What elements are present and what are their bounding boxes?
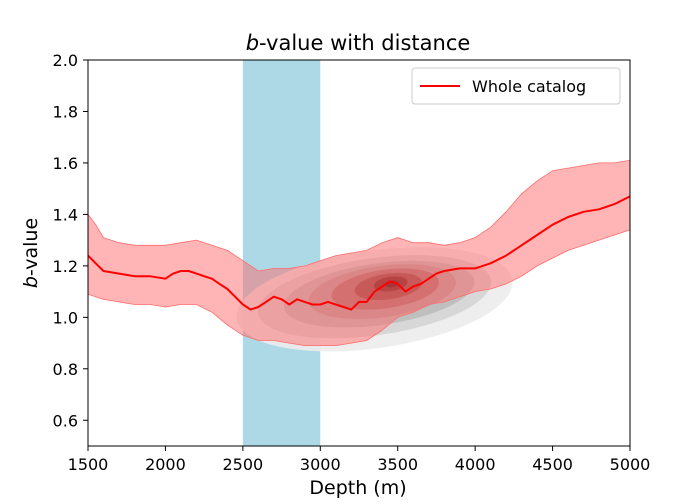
legend-label-whole-catalog: Whole catalog (472, 77, 586, 96)
y-tick-label: 1.0 (53, 308, 78, 327)
x-tick-label: 5000 (610, 455, 651, 474)
x-tick-label: 2500 (222, 455, 263, 474)
x-tick-label: 3500 (377, 455, 418, 474)
legend: Whole catalog (411, 67, 621, 105)
series-line-1 (87, 195, 631, 311)
x-tick-label: 1500 (68, 455, 109, 474)
x-axis-label: Depth (m) (309, 477, 406, 499)
y-tick-label: 0.8 (53, 360, 78, 379)
y-tick-label: 0.6 (53, 411, 78, 430)
y-tick-label: 1.8 (53, 102, 78, 121)
chart-title: b-value with distance (246, 31, 471, 55)
plot-frame (87, 59, 631, 447)
x-ticks-group: 1500 2000 2500 3000 3500 4000 4500 5000 (68, 446, 651, 474)
x-tick-label: 4500 (532, 455, 573, 474)
confidence-band-group (87, 159, 631, 346)
y-tick-label: 1.4 (53, 205, 78, 224)
x-tick-label: 4000 (455, 455, 496, 474)
x-tick-label: 2000 (145, 455, 186, 474)
legend-box (411, 67, 621, 105)
y-axis-label: b-value (20, 218, 42, 288)
y-tick-label: 1.2 (53, 257, 78, 276)
highlight-band (242, 60, 321, 446)
series-group (87, 195, 631, 311)
x-tick-label: 3000 (300, 455, 341, 474)
y-tick-label: 1.6 (53, 154, 78, 173)
y-ticks-group: 0.6 0.8 1.0 1.2 1.4 1.6 1.8 2.0 (53, 51, 88, 430)
highlight-band-group (242, 60, 321, 446)
confidence-band (87, 159, 631, 346)
y-tick-label: 2.0 (53, 51, 78, 70)
